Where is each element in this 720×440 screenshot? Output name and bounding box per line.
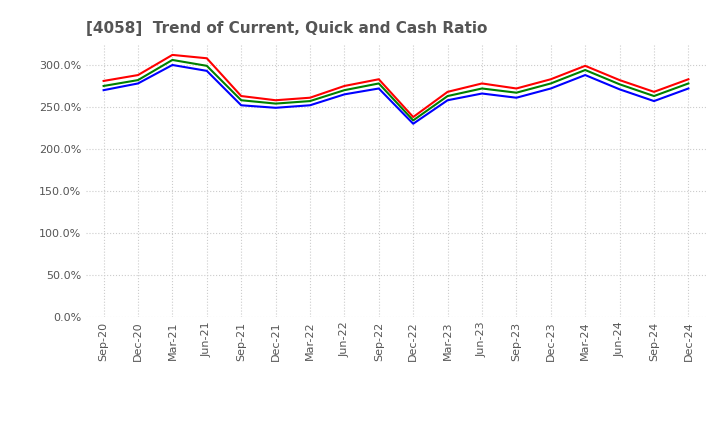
Quick Ratio bbox=[134, 77, 143, 83]
Cash Ratio bbox=[306, 103, 315, 108]
Cash Ratio bbox=[512, 95, 521, 100]
Current Ratio bbox=[546, 77, 555, 82]
Current Ratio bbox=[374, 77, 383, 82]
Quick Ratio bbox=[684, 81, 693, 86]
Quick Ratio bbox=[237, 98, 246, 103]
Current Ratio bbox=[409, 114, 418, 120]
Quick Ratio bbox=[271, 101, 280, 106]
Current Ratio bbox=[168, 52, 176, 58]
Quick Ratio bbox=[546, 81, 555, 86]
Current Ratio bbox=[649, 89, 658, 95]
Cash Ratio bbox=[237, 103, 246, 108]
Quick Ratio bbox=[616, 82, 624, 87]
Quick Ratio bbox=[340, 88, 348, 93]
Current Ratio bbox=[99, 78, 108, 84]
Text: [4058]  Trend of Current, Quick and Cash Ratio: [4058] Trend of Current, Quick and Cash … bbox=[86, 21, 487, 36]
Quick Ratio bbox=[512, 90, 521, 95]
Cash Ratio bbox=[168, 62, 176, 68]
Current Ratio bbox=[512, 86, 521, 91]
Current Ratio bbox=[134, 73, 143, 78]
Current Ratio bbox=[581, 63, 590, 69]
Cash Ratio bbox=[546, 86, 555, 91]
Current Ratio bbox=[616, 77, 624, 83]
Cash Ratio bbox=[99, 88, 108, 93]
Cash Ratio bbox=[271, 105, 280, 110]
Cash Ratio bbox=[581, 73, 590, 78]
Cash Ratio bbox=[616, 87, 624, 92]
Current Ratio bbox=[271, 98, 280, 103]
Current Ratio bbox=[306, 95, 315, 100]
Quick Ratio bbox=[477, 86, 486, 91]
Current Ratio bbox=[237, 93, 246, 99]
Quick Ratio bbox=[649, 93, 658, 99]
Cash Ratio bbox=[202, 68, 211, 73]
Cash Ratio bbox=[649, 99, 658, 104]
Cash Ratio bbox=[684, 86, 693, 91]
Cash Ratio bbox=[374, 86, 383, 91]
Line: Cash Ratio: Cash Ratio bbox=[104, 65, 688, 124]
Cash Ratio bbox=[444, 98, 452, 103]
Line: Current Ratio: Current Ratio bbox=[104, 55, 688, 117]
Current Ratio bbox=[477, 81, 486, 86]
Quick Ratio bbox=[581, 67, 590, 73]
Quick Ratio bbox=[374, 81, 383, 86]
Quick Ratio bbox=[444, 93, 452, 99]
Quick Ratio bbox=[202, 63, 211, 69]
Cash Ratio bbox=[477, 91, 486, 96]
Line: Quick Ratio: Quick Ratio bbox=[104, 60, 688, 121]
Current Ratio bbox=[684, 77, 693, 82]
Quick Ratio bbox=[306, 99, 315, 104]
Current Ratio bbox=[444, 89, 452, 95]
Quick Ratio bbox=[99, 83, 108, 88]
Current Ratio bbox=[340, 83, 348, 88]
Cash Ratio bbox=[134, 81, 143, 86]
Quick Ratio bbox=[168, 57, 176, 62]
Current Ratio bbox=[202, 55, 211, 61]
Cash Ratio bbox=[340, 92, 348, 97]
Quick Ratio bbox=[409, 118, 418, 123]
Cash Ratio bbox=[409, 121, 418, 126]
